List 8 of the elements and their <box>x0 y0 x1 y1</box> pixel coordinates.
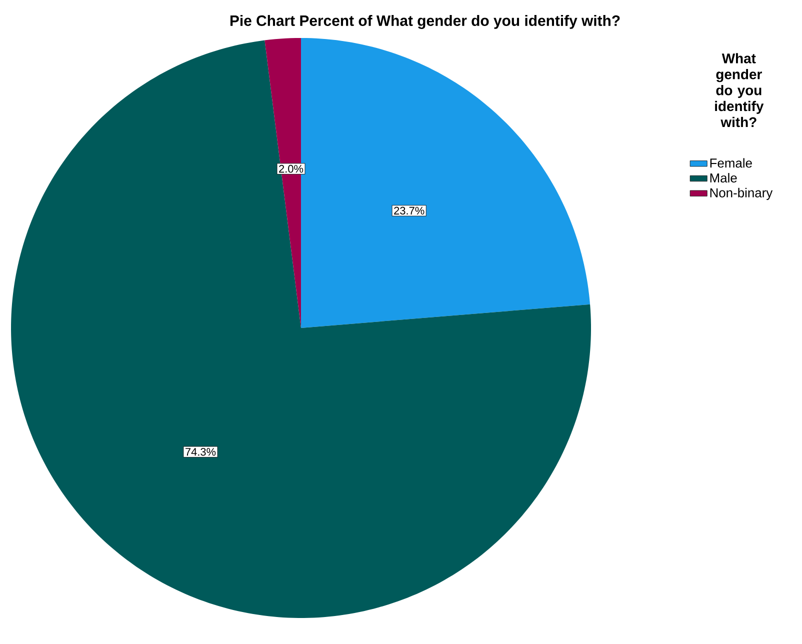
legend-label: Male <box>710 173 737 183</box>
legend-label: Non-binary <box>710 188 773 200</box>
chart-title: Pie Chart Percent of What gender do you identify with? <box>230 14 620 29</box>
legend-title: What gender do you identify with? <box>715 53 764 128</box>
data-label: 2.0% <box>279 164 304 173</box>
legend-label: Female <box>710 158 752 168</box>
data-label: 23.7% <box>394 206 424 215</box>
data-label: 74.3% <box>186 448 216 456</box>
